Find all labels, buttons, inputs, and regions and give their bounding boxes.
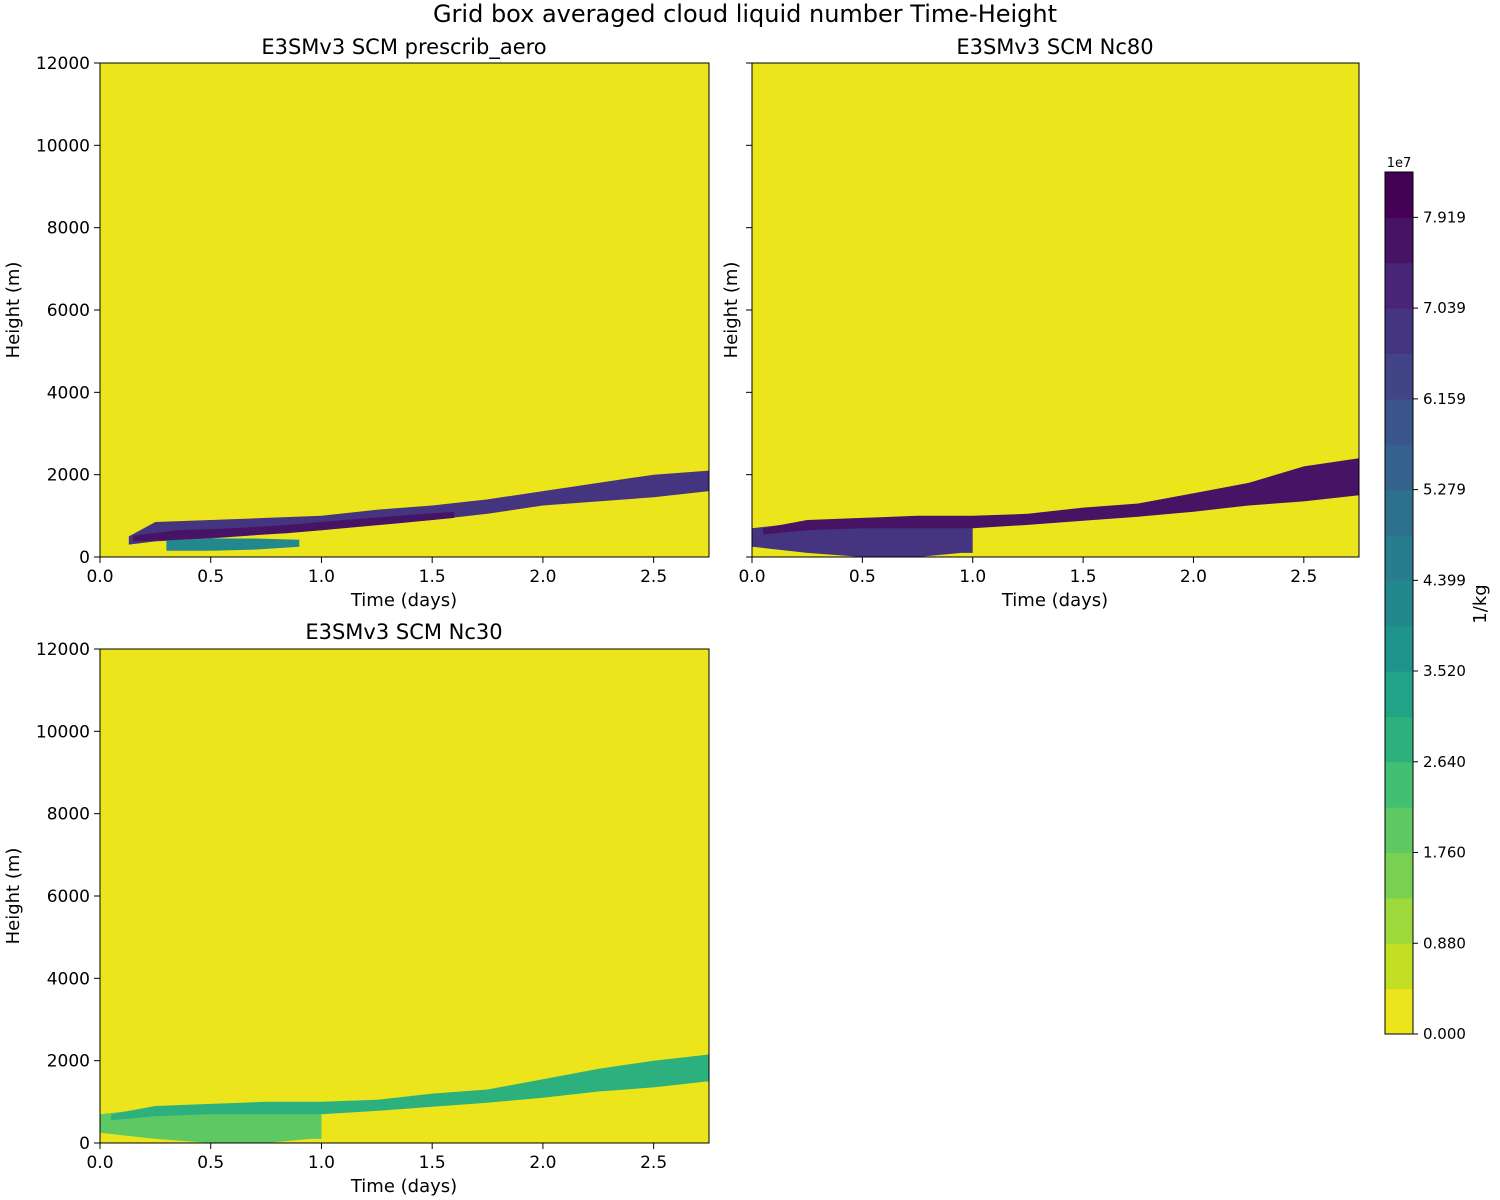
colorbar-frame	[1384, 171, 1414, 1035]
colorbar-tick-label: 2.640	[1423, 753, 1466, 771]
colorbar-segment	[1385, 761, 1413, 808]
panel-title: E3SMv3 SCM prescrib_aero	[261, 35, 546, 60]
colorbar-segment	[1385, 671, 1413, 717]
colorbar-tick-label: 5.279	[1423, 481, 1466, 499]
x-axis-label: Time (days)	[1001, 590, 1108, 611]
cloud-layers	[752, 458, 1359, 557]
x-tick-label: 2.5	[640, 567, 667, 587]
y-tick-label: 0	[79, 1134, 90, 1154]
colorbar-segment	[1385, 580, 1413, 627]
y-tick-label: 12000	[36, 640, 90, 660]
x-tick-label: 0.0	[86, 567, 113, 587]
colorbar-segment	[1385, 444, 1413, 491]
x-tick-label: 2.0	[529, 1153, 556, 1173]
colorbar-segment	[1385, 353, 1413, 400]
x-tick-label: 1.5	[419, 1153, 446, 1173]
x-tick-label: 2.5	[1290, 567, 1317, 587]
panel-nc30: E3SMv3 SCM Nc30 Time (days) Height (m) 0…	[3, 620, 710, 1197]
colorbar-segment	[1385, 398, 1413, 445]
colorbar-segment	[1385, 489, 1413, 536]
panel-title: E3SMv3 SCM Nc30	[305, 620, 502, 644]
colorbar: 1e7 1/kg 0.000 0.880 1.760 2.640 3.520 4.399 5…	[1384, 156, 1491, 1043]
panel-prescrib-aero: E3SMv3 SCM prescrib_aero Time (days) Hei…	[3, 35, 710, 611]
y-tick-label: 10000	[36, 722, 90, 742]
field-background	[100, 63, 709, 557]
x-tick-label: 1.0	[959, 567, 986, 587]
x-axis-label: Time (days)	[350, 590, 457, 611]
colorbar-segment	[1385, 897, 1413, 944]
colorbar-segment	[1385, 852, 1413, 899]
colorbar-segment	[1385, 262, 1413, 309]
colorbar-tick-label: 1.760	[1423, 844, 1466, 862]
y-tick-label: 4000	[47, 383, 90, 403]
colorbar-tick-label: 4.399	[1423, 571, 1466, 589]
colorbar-tick-label: 0.000	[1423, 1025, 1466, 1043]
cloud-layer	[166, 538, 300, 551]
colorbar-segment	[1385, 308, 1413, 354]
y-axis-label: Height (m)	[3, 262, 24, 359]
field-background	[752, 63, 1359, 557]
y-tick-label: 0	[79, 548, 90, 568]
cloud-layer	[133, 511, 455, 542]
y-tick-label: 2000	[47, 466, 90, 486]
y-tick-label: 12000	[36, 54, 90, 74]
y-axis-label: Height (m)	[721, 262, 742, 359]
panel-title: E3SMv3 SCM Nc80	[956, 35, 1153, 59]
colorbar-tick-label: 7.039	[1423, 299, 1466, 317]
colorbar-tick-label: 7.919	[1423, 208, 1466, 226]
colorbar-segment	[1385, 172, 1413, 218]
x-tick-label: 1.0	[308, 1153, 335, 1173]
x-tick-label: 2.0	[1180, 567, 1207, 587]
x-axis-label: Time (days)	[350, 1176, 457, 1197]
colorbar-segment	[1385, 988, 1413, 1035]
figure-title: Grid box averaged cloud liquid number Ti…	[433, 0, 1057, 28]
field-background	[100, 649, 709, 1143]
colorbar-exponent: 1e7	[1387, 156, 1412, 171]
colorbar-segment	[1385, 625, 1413, 672]
panel-nc80: E3SMv3 SCM Nc80 Time (days) Height (m) 0…	[721, 35, 1360, 611]
y-tick-label: 4000	[47, 969, 90, 989]
x-tick-label: 2.5	[640, 1153, 667, 1173]
x-tick-label: 0.5	[849, 567, 876, 587]
colorbar-segment	[1385, 807, 1413, 854]
colorbar-segment	[1385, 217, 1413, 264]
cloud-layer	[111, 1054, 709, 1121]
colorbar-label: 1/kg	[1470, 584, 1491, 623]
y-axis-label: Height (m)	[3, 848, 24, 945]
cloud-layer	[763, 458, 1359, 535]
x-tick-label: 0.0	[86, 1153, 113, 1173]
x-tick-label: 1.0	[308, 567, 335, 587]
colorbar-tick-label: 0.880	[1423, 934, 1466, 952]
y-tick-label: 2000	[47, 1052, 90, 1072]
y-tick-label: 6000	[47, 887, 90, 907]
colorbar-segment	[1385, 534, 1413, 581]
colorbar-tick-label: 6.159	[1423, 390, 1466, 408]
y-tick-label: 6000	[47, 301, 90, 321]
x-tick-label: 1.5	[1070, 567, 1097, 587]
x-tick-label: 0.5	[197, 1153, 224, 1173]
y-tick-label: 8000	[47, 219, 90, 239]
y-tick-label: 10000	[36, 136, 90, 156]
colorbar-segment	[1385, 716, 1413, 763]
x-tick-label: 2.0	[529, 567, 556, 587]
cloud-layers	[128, 470, 709, 551]
y-tick-label: 8000	[47, 805, 90, 825]
x-tick-label: 0.5	[197, 567, 224, 587]
x-tick-label: 1.5	[419, 567, 446, 587]
colorbar-segment	[1385, 943, 1413, 990]
colorbar-tick-label: 3.520	[1423, 662, 1466, 680]
x-tick-label: 0.0	[738, 567, 765, 587]
cloud-layers	[100, 1054, 709, 1143]
